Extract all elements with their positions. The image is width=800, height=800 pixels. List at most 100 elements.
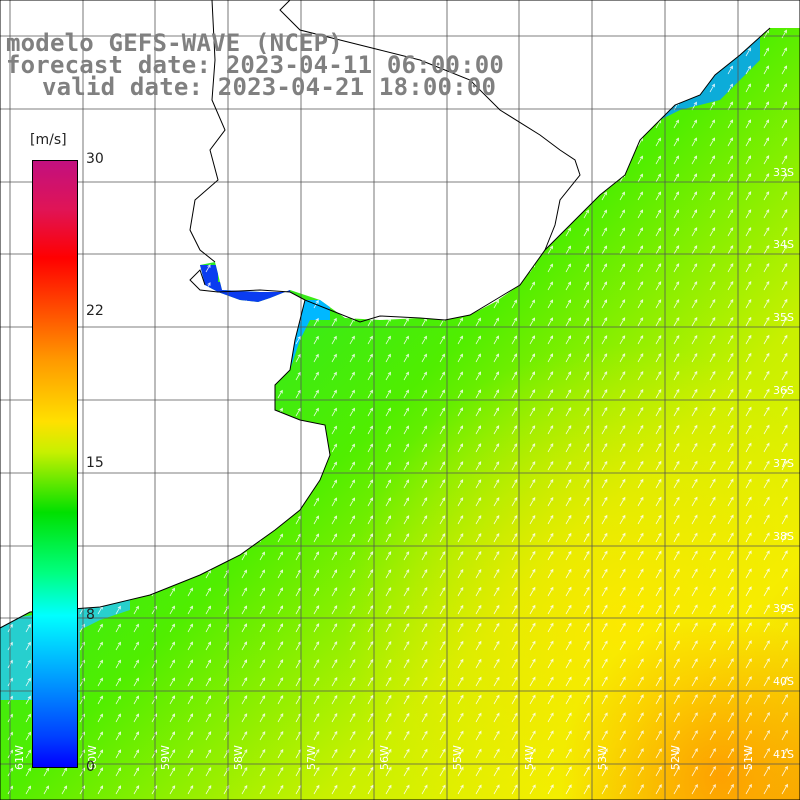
wind-arrow: [241, 749, 248, 759]
wind-arrow: [475, 335, 481, 345]
wind-arrow: [169, 605, 175, 615]
wind-arrow: [313, 677, 320, 687]
wind-arrow: [727, 765, 734, 777]
model-title: modelo GEFS-WAVE (NCEP): [6, 29, 343, 57]
wind-arrow: [601, 389, 608, 399]
wind-arrow: [709, 227, 716, 237]
wind-arrow: [781, 550, 788, 561]
wind-arrow: [619, 442, 626, 453]
wind-arrow: [673, 317, 680, 327]
wind-arrow: [673, 586, 680, 597]
wind-arrow: [421, 748, 428, 759]
wind-arrow: [691, 370, 698, 381]
wind-arrow: [655, 281, 662, 291]
wind-arrow: [655, 155, 661, 165]
wind-arrow: [403, 371, 409, 381]
wind-arrow: [763, 747, 770, 759]
wind-arrow: [493, 766, 500, 777]
wind-arrow: [781, 334, 788, 345]
wind-arrow: [241, 641, 248, 651]
wind-arrow: [745, 568, 752, 579]
wind-arrow: [421, 407, 427, 417]
wind-arrow: [331, 676, 338, 687]
wind-arrow: [781, 262, 788, 273]
wind-arrow: [691, 227, 698, 237]
wind-arrow: [313, 784, 320, 795]
wind-arrow: [349, 569, 356, 579]
wind-arrow: [169, 767, 176, 777]
wind-arrow: [25, 767, 31, 777]
wind-arrow: [763, 280, 770, 291]
wind-arrow: [205, 785, 212, 795]
wind-arrow: [277, 605, 284, 615]
wind-arrow: [511, 496, 518, 507]
wind-arrow: [763, 388, 770, 399]
wind-arrow: [205, 767, 212, 777]
wind-arrow: [259, 677, 266, 687]
wind-arrow: [565, 496, 572, 507]
wind-arrow: [565, 658, 572, 669]
wind-arrow: [385, 640, 392, 651]
wind-arrow: [727, 622, 734, 633]
wind-arrow: [475, 497, 482, 507]
wind-arrow: [691, 281, 698, 291]
wind-arrow: [313, 569, 320, 579]
wind-arrow: [457, 550, 464, 561]
wind-arrow: [565, 460, 572, 471]
wind-arrow: [421, 443, 428, 453]
wind-arrow: [421, 604, 428, 615]
wind-arrow: [457, 604, 464, 615]
wind-arrow: [277, 730, 284, 741]
wind-arrow: [421, 389, 427, 399]
wind-arrow: [691, 730, 698, 741]
wind-arrow: [457, 568, 464, 579]
wind-arrow: [277, 533, 283, 543]
wind-arrow: [439, 335, 445, 345]
wind-arrow: [169, 713, 176, 723]
wind-arrow: [439, 730, 446, 741]
wind-arrow: [331, 730, 338, 741]
wind-arrow: [547, 730, 554, 741]
wind-arrow: [691, 245, 698, 255]
wind-arrow: [601, 748, 608, 759]
wind-arrow: [727, 316, 734, 327]
wind-arrow: [421, 622, 428, 633]
wind-arrow: [439, 407, 446, 417]
wind-arrow: [25, 623, 31, 633]
lon-label-58w: 58W: [232, 745, 245, 770]
wind-arrow: [655, 460, 662, 471]
wind-arrow: [547, 263, 553, 273]
wind-arrow: [655, 568, 662, 579]
wind-arrow: [565, 335, 571, 345]
wind-arrow: [655, 586, 662, 597]
wind-arrow: [709, 478, 716, 489]
wind-arrow: [511, 299, 517, 309]
wind-arrow: [619, 784, 626, 795]
wind-arrow: [295, 335, 301, 345]
wind-arrow: [133, 767, 139, 777]
wind-arrow: [601, 604, 608, 615]
wind-arrow: [583, 604, 590, 615]
wind-arrow: [619, 335, 626, 345]
wind-arrow: [385, 569, 392, 579]
wind-arrow: [331, 605, 338, 615]
wind-arrow: [583, 658, 590, 669]
wind-arrow: [169, 695, 176, 705]
wind-arrow: [781, 729, 788, 741]
wind-arrow: [331, 443, 337, 453]
wind-arrow: [727, 442, 734, 453]
wind-arrow: [367, 694, 374, 705]
wind-arrow: [439, 497, 446, 507]
wind-arrow: [763, 137, 769, 147]
wind-arrow: [583, 514, 590, 525]
wind-arrow: [709, 442, 716, 453]
wind-arrow: [421, 371, 427, 381]
wind-arrow: [565, 766, 572, 777]
wind-arrow: [529, 640, 536, 651]
wind-arrow: [637, 281, 644, 291]
wind-arrow: [385, 389, 391, 399]
wind-arrow: [331, 641, 338, 651]
wind-arrow: [691, 478, 698, 489]
wind-arrow: [655, 406, 662, 417]
wind-arrow: [439, 371, 445, 381]
